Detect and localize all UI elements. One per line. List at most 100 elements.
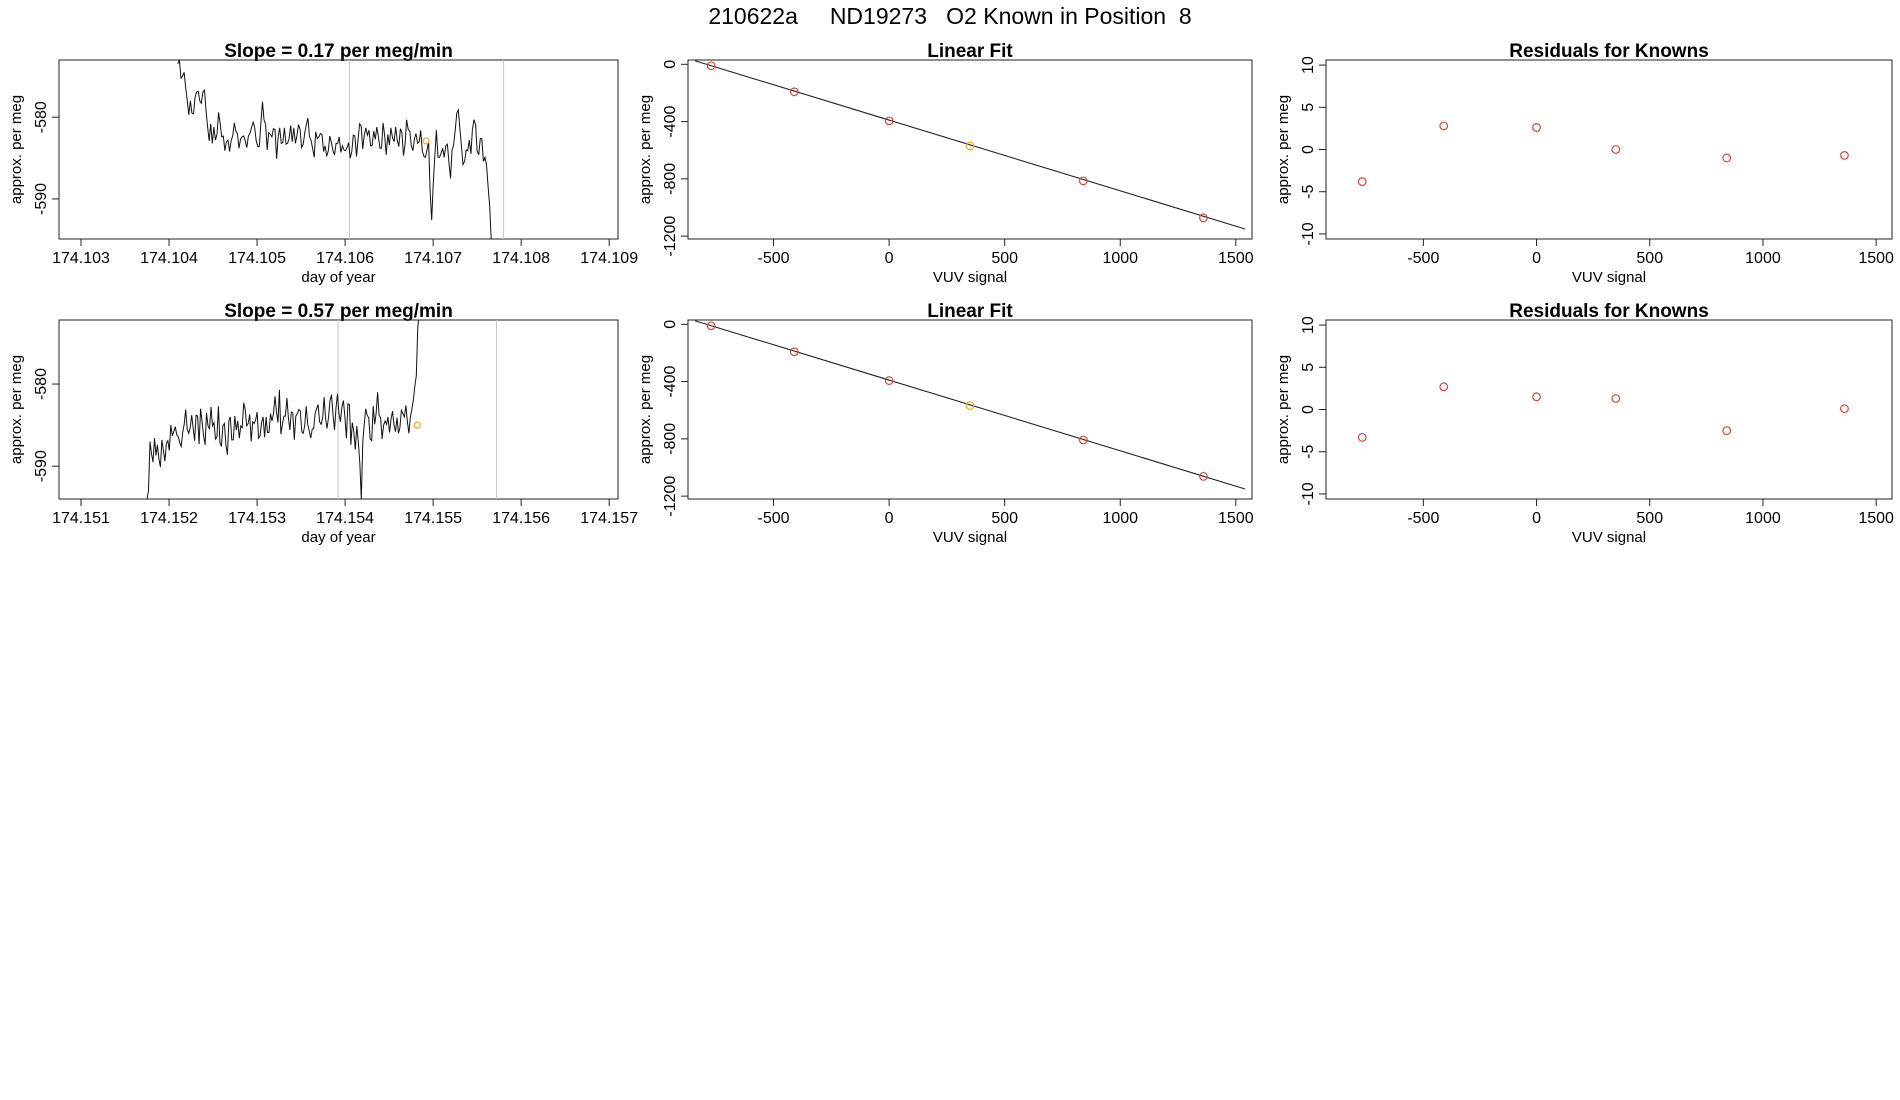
series-line xyxy=(177,60,492,239)
data-point xyxy=(1078,176,1088,186)
x-tick-label: 174.154 xyxy=(316,510,374,527)
y-tick-label: -5 xyxy=(1300,445,1317,459)
x-tick-label: -500 xyxy=(758,510,790,527)
y-axis-label: approx. per meg xyxy=(637,95,654,204)
fit-line xyxy=(694,60,1246,230)
data-point xyxy=(789,347,799,357)
plot-frame xyxy=(1325,319,1893,500)
chart-res2: Residuals for Knowns -500 0 500 1000 1500 10 5 0… xyxy=(1275,301,1894,546)
x-tick-label: 174.151 xyxy=(52,510,110,527)
data-point xyxy=(1532,123,1541,132)
x-tick-label: 174.104 xyxy=(140,250,198,267)
x-tick-label: 1500 xyxy=(1218,250,1254,267)
x-axis-label: VUV signal xyxy=(1572,269,1646,286)
x-tick-label: 500 xyxy=(1636,510,1663,527)
plot-title: Residuals for Knowns xyxy=(1509,301,1709,322)
x-axis-label: day of year xyxy=(301,529,375,546)
data-point xyxy=(1439,121,1449,131)
plot-frame xyxy=(58,59,619,240)
y-tick-label: -5 xyxy=(1300,185,1317,199)
data-point xyxy=(1199,471,1208,481)
x-tick-label: 1500 xyxy=(1858,250,1894,267)
y-tick-label: -580 xyxy=(33,101,50,133)
fit-line xyxy=(694,320,1246,490)
data-point xyxy=(706,321,716,331)
x-tick-label: 174.153 xyxy=(228,510,286,527)
data-point xyxy=(789,87,799,97)
chart-ts2: Slope = 0.57 per meg/min 174.151 174.152 17… xyxy=(8,301,638,546)
y-axis-label: approx. per meg xyxy=(1275,95,1292,204)
x-axis-label: VUV signal xyxy=(1572,529,1646,546)
x-axis-label: VUV signal xyxy=(933,269,1007,286)
y-axis-label: approx. per meg xyxy=(8,355,25,464)
y-tick-label: -10 xyxy=(1300,482,1317,505)
x-tick-label: 174.156 xyxy=(492,510,550,527)
x-tick-label: 1000 xyxy=(1102,510,1138,527)
x-tick-label: 0 xyxy=(885,250,894,267)
data-point xyxy=(884,116,894,126)
y-axis-label: approx. per meg xyxy=(637,355,654,464)
x-tick-label: 500 xyxy=(1636,250,1663,267)
y-tick-label: -1200 xyxy=(662,476,679,517)
marker-point xyxy=(413,421,421,429)
x-axis-label: VUV signal xyxy=(933,529,1007,546)
x-tick-label: 174.105 xyxy=(228,250,286,267)
plot-title: Linear Fit xyxy=(927,41,1013,62)
page-title: 210622a ND19273 O2 Known in Position 8 xyxy=(708,3,1192,29)
x-tick-label: 174.152 xyxy=(140,510,198,527)
x-axis-label: day of year xyxy=(301,269,375,286)
data-point xyxy=(1611,394,1621,403)
x-tick-label: 174.103 xyxy=(52,250,110,267)
x-tick-label: 0 xyxy=(885,510,894,527)
x-tick-label: 174.157 xyxy=(580,510,638,527)
x-tick-label: 174.155 xyxy=(404,510,462,527)
y-tick-label: 10 xyxy=(1300,56,1317,74)
x-tick-label: 500 xyxy=(991,250,1018,267)
data-point xyxy=(1611,145,1621,154)
x-tick-label: -500 xyxy=(758,250,790,267)
x-tick-label: -500 xyxy=(1407,510,1439,527)
plot-area xyxy=(1357,121,1849,186)
data-point xyxy=(1722,153,1732,163)
data-point xyxy=(1439,382,1449,392)
chart-ts1: Slope = 0.17 per meg/min 174.103 174.104 17… xyxy=(8,41,638,286)
plot-title: Residuals for Knowns xyxy=(1509,41,1709,62)
y-tick-label: 5 xyxy=(1300,103,1317,112)
y-tick-label: -800 xyxy=(662,163,679,195)
plot-area xyxy=(694,320,1246,490)
x-tick-label: 174.108 xyxy=(492,250,550,267)
y-tick-label: 0 xyxy=(1300,405,1317,414)
y-tick-label: 0 xyxy=(662,320,679,329)
data-point xyxy=(1840,404,1849,414)
data-point xyxy=(1357,432,1367,442)
x-tick-label: 1500 xyxy=(1858,510,1894,527)
plot-title: Linear Fit xyxy=(927,301,1013,322)
x-tick-label: 1000 xyxy=(1745,250,1781,267)
x-tick-label: 174.106 xyxy=(316,250,374,267)
y-tick-label: 5 xyxy=(1300,363,1317,372)
plot-area xyxy=(694,60,1246,230)
chart-fit2: Linear Fit -500 0 500 1000 1500 0 -400 -800 -1200… xyxy=(637,301,1254,546)
y-tick-label: -400 xyxy=(662,105,679,137)
y-axis-label: approx. per meg xyxy=(1275,355,1292,464)
marker-point xyxy=(422,137,430,145)
y-tick-label: -580 xyxy=(33,368,50,400)
y-axis-label: approx. per meg xyxy=(8,95,25,204)
x-tick-label: 1000 xyxy=(1745,510,1781,527)
data-point xyxy=(1840,151,1849,160)
series-line xyxy=(146,320,420,499)
data-point xyxy=(884,376,894,385)
data-point xyxy=(1199,213,1208,223)
plot-title: Slope = 0.17 per meg/min xyxy=(224,41,453,62)
x-tick-label: -500 xyxy=(1407,250,1439,267)
x-tick-label: 500 xyxy=(991,510,1018,527)
plot-title: Slope = 0.57 per meg/min xyxy=(224,301,453,322)
chart-fit1: Linear Fit -500 0 500 1000 1500 0 -400 -800 -1200… xyxy=(637,41,1254,286)
plot-frame xyxy=(1325,59,1893,240)
y-tick-label: -590 xyxy=(33,450,50,482)
data-point xyxy=(965,401,975,410)
x-tick-label: 1000 xyxy=(1102,250,1138,267)
x-tick-label: 174.109 xyxy=(580,250,638,267)
chart-res1: Residuals for Knowns -500 0 500 1000 1500 10 5 0… xyxy=(1275,41,1894,286)
